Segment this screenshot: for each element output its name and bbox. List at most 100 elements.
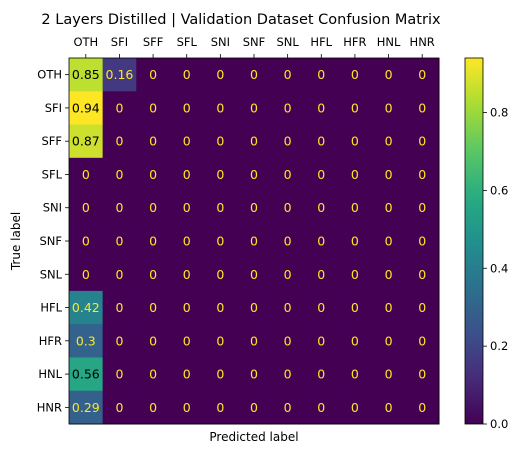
matrix-cell	[203, 257, 238, 292]
matrix-cell	[371, 224, 406, 259]
cell-value-label: 0	[385, 100, 393, 115]
cell-value-label: 0	[385, 234, 393, 249]
cell-value-label: 0	[216, 200, 224, 215]
cell-value-label: 0	[183, 200, 191, 215]
cell-value-label: 0.16	[106, 67, 134, 82]
matrix-cell	[371, 157, 406, 192]
y-tick-label: HFL	[40, 301, 62, 315]
cell-value-label: 0	[284, 134, 292, 149]
matrix-cell	[270, 191, 305, 225]
cell-value-label: 0	[284, 300, 292, 315]
cell-value-label: 0	[149, 300, 157, 315]
cell-value-label: 0	[418, 167, 426, 182]
matrix-cell	[338, 157, 373, 192]
matrix-cell	[102, 290, 137, 325]
matrix-cell	[203, 58, 238, 92]
cell-value-label: 0	[149, 100, 157, 115]
cell-value-label: 0	[216, 100, 224, 115]
matrix-cell	[69, 257, 104, 292]
matrix-cell	[102, 91, 137, 126]
matrix-cell	[405, 191, 440, 225]
cell-value-label: 0	[317, 167, 325, 182]
x-tick-label: HNL	[377, 35, 401, 49]
cell-value-label: 0	[115, 400, 123, 415]
y-axis-label: True label	[9, 212, 23, 271]
cell-value-label: 0	[351, 333, 359, 348]
matrix-cell	[136, 157, 171, 192]
matrix-cell	[69, 191, 104, 225]
matrix-cell	[237, 124, 272, 159]
cell-value-label: 0	[115, 134, 123, 149]
matrix-cell	[169, 124, 205, 159]
matrix-cell	[270, 290, 305, 325]
cell-value-label: 0	[418, 333, 426, 348]
cell-value-label: 0	[115, 267, 123, 282]
matrix-cell	[203, 290, 238, 325]
matrix-cell	[169, 390, 205, 425]
matrix-cell	[371, 324, 406, 358]
cell-value-label: 0	[250, 333, 258, 348]
cell-value-label: 0	[250, 367, 258, 382]
matrix-cell	[203, 191, 238, 225]
matrix-cell	[237, 357, 272, 392]
cell-value-label: 0	[115, 167, 123, 182]
matrix-cell	[405, 257, 440, 292]
cell-value-label: 0	[183, 300, 191, 315]
cell-value-label: 0	[385, 167, 393, 182]
matrix-cell	[371, 390, 406, 425]
cell-value-label: 0	[418, 300, 426, 315]
colorbar-tick-label: 0.0	[490, 417, 508, 431]
y-tick-label: HNR	[37, 400, 62, 414]
cell-value-label: 0	[317, 333, 325, 348]
cell-value-label: 0	[418, 134, 426, 149]
x-tick-label: SFF	[143, 35, 164, 49]
cell-value-label: 0	[82, 234, 90, 249]
matrix-cell	[237, 290, 272, 325]
matrix-cell	[371, 91, 406, 126]
cell-value-label: 0	[115, 100, 123, 115]
cell-value-label: 0	[216, 367, 224, 382]
cell-value-label: 0	[183, 367, 191, 382]
matrix-cell	[405, 357, 440, 392]
cell-value-label: 0	[385, 200, 393, 215]
matrix-cell	[102, 390, 137, 425]
matrix-cell	[304, 390, 339, 425]
y-tick-label: HFR	[39, 334, 62, 348]
colorbar-tick-label: 0.6	[490, 183, 508, 197]
y-tick-label: HNL	[38, 367, 62, 381]
matrix-cell	[237, 191, 272, 225]
matrix-cell	[136, 224, 171, 259]
matrix-cell	[338, 324, 373, 358]
matrix-cell	[169, 191, 205, 225]
y-axis-ticks: OTH SFI SFF SFL SNI SNF SNL HFL HFR HNL HNR	[37, 68, 69, 414]
cell-value-label: 0	[216, 333, 224, 348]
cell-value-label: 0	[317, 400, 325, 415]
matrix-cell	[371, 357, 406, 392]
x-tick-label: SFI	[111, 35, 128, 49]
matrix-cell	[237, 157, 272, 192]
cell-value-label: 0	[385, 67, 393, 82]
cell-value-label: 0	[149, 134, 157, 149]
cell-value-label: 0	[317, 234, 325, 249]
cell-value-label: 0	[351, 400, 359, 415]
x-tick-label: HNR	[410, 35, 435, 49]
matrix-cell	[69, 124, 104, 159]
matrix-cell	[270, 357, 305, 392]
colorbar-tick-label: 0.2	[490, 339, 508, 353]
cell-value-label: 0	[317, 67, 325, 82]
cell-value-label: 0	[351, 367, 359, 382]
matrix-cell	[338, 124, 373, 159]
colorbar	[464, 57, 484, 425]
matrix-cell	[203, 91, 238, 126]
cell-value-label: 0	[250, 300, 258, 315]
cell-value-label: 0	[149, 200, 157, 215]
cell-value-label: 0	[149, 367, 157, 382]
cell-value-label: 0	[418, 200, 426, 215]
x-tick-label: SNI	[211, 35, 230, 49]
cell-value-label: 0	[284, 333, 292, 348]
colorbar-ticks: 0.0 0.2 0.4 0.6 0.8	[483, 106, 508, 431]
matrix-cell	[304, 257, 339, 292]
matrix-cell	[102, 257, 137, 292]
cell-value-label: 0	[385, 134, 393, 149]
matrix-cell	[270, 91, 305, 126]
